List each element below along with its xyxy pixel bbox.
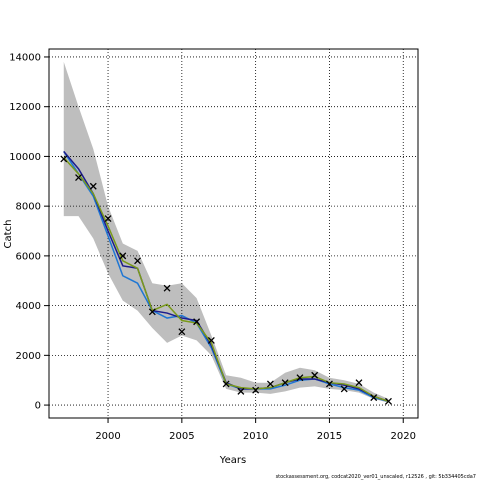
observation — [75, 174, 82, 182]
observation — [222, 380, 230, 388]
y-tick-label: 8000 — [16, 202, 41, 213]
observation — [163, 284, 171, 292]
y-tick-label: 14000 — [9, 52, 41, 63]
observation — [207, 336, 215, 344]
observation — [148, 308, 156, 316]
confidence-band — [63, 61, 389, 403]
x-tick-label: 2005 — [169, 431, 194, 442]
x-tick-label: 2015 — [317, 431, 342, 442]
observation — [178, 328, 186, 336]
observation — [311, 371, 319, 379]
observation — [355, 379, 363, 387]
x-tick-label: 2020 — [391, 431, 416, 442]
y-tick-label: 4000 — [16, 301, 41, 312]
x-axis-label: Years — [219, 455, 246, 466]
observation — [237, 387, 245, 395]
y-tick-label: 12000 — [9, 102, 41, 113]
observation — [340, 385, 348, 393]
y-tick-label: 10000 — [9, 152, 41, 163]
y-tick-label: 6000 — [16, 251, 41, 262]
x-tick-label: 2010 — [243, 431, 268, 442]
y-axis-label: Catch — [3, 220, 14, 249]
x-tick-label: 2000 — [95, 431, 120, 442]
observation — [281, 379, 289, 387]
observation — [89, 182, 97, 190]
observation — [193, 318, 201, 326]
y-tick-label: 0 — [35, 401, 41, 412]
observation — [325, 380, 333, 388]
observation — [296, 374, 304, 382]
observation — [370, 394, 378, 402]
observation — [60, 155, 68, 163]
plot-frame — [48, 48, 419, 419]
observation — [252, 386, 260, 394]
observation — [119, 252, 127, 260]
observation — [104, 215, 112, 223]
observation — [134, 257, 142, 265]
observation — [385, 397, 392, 405]
footer: stockassessment.org, codcat2020_ver01_un… — [276, 474, 476, 480]
observation — [266, 380, 274, 388]
y-tick-label: 2000 — [16, 351, 41, 362]
